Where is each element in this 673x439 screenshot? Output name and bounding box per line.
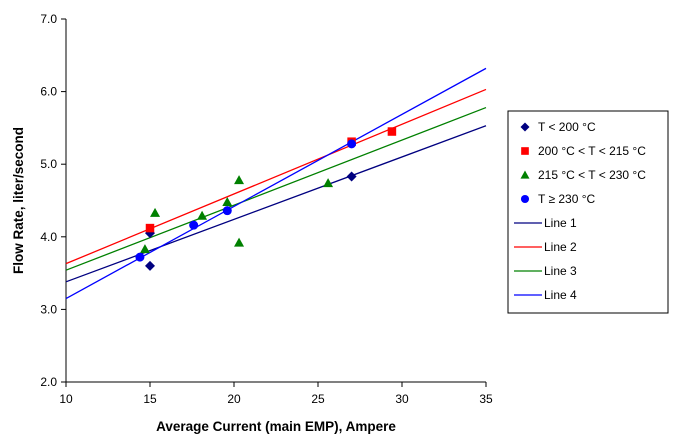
y-tick-label: 7.0 — [40, 12, 57, 26]
y-axis-title: Flow Rate, liter/second — [11, 127, 26, 274]
y-tick-label: 2.0 — [40, 375, 57, 389]
legend-square-marker — [521, 147, 529, 155]
y-tick-label: 3.0 — [40, 302, 57, 316]
square-point — [145, 223, 155, 233]
triangle-point — [323, 178, 334, 188]
legend-box — [507, 110, 669, 314]
circle-point — [135, 252, 145, 262]
legend: T < 200 °C 200 °C < T < 215 °C 215 °C < T … — [507, 110, 669, 314]
legend-diamond-marker — [520, 122, 530, 132]
legend-label: T ≥ 230 °C — [538, 192, 596, 206]
square-point — [387, 127, 397, 136]
legend-label: Line 4 — [544, 288, 577, 302]
y-tick-label: 4.0 — [40, 230, 57, 244]
x-ticks: 10 15 20 25 30 35 — [59, 382, 493, 406]
circle-point — [347, 139, 357, 149]
triangle-point — [139, 244, 150, 254]
x-tick-label: 25 — [311, 392, 325, 406]
legend-label: Line 1 — [544, 216, 577, 230]
legend-circle-marker — [520, 194, 530, 204]
x-tick-label: 10 — [59, 392, 73, 406]
fit-line-3 — [65, 106, 487, 271]
x-axis-title: Average Current (main EMP), Ampere — [156, 419, 396, 434]
diamond-point — [346, 171, 357, 182]
x-tick-label: 15 — [143, 392, 157, 406]
legend-label: T < 200 °C — [538, 120, 596, 134]
y-ticks: 2.0 3.0 4.0 5.0 6.0 7.0 — [40, 12, 66, 389]
x-tick-label: 30 — [395, 392, 409, 406]
markers — [135, 127, 397, 271]
triangle-point — [234, 175, 245, 185]
legend-triangle-marker — [520, 170, 530, 179]
x-tick-label: 35 — [479, 392, 493, 406]
fit-line-1 — [65, 125, 487, 283]
fit-line-4 — [65, 67, 487, 300]
legend-label: 215 °C < T < 230 °C — [538, 168, 646, 182]
triangle-point — [150, 207, 161, 217]
x-tick-label: 20 — [227, 392, 241, 406]
fit-line-2 — [65, 88, 487, 265]
triangle-point — [197, 210, 208, 220]
legend-label: 200 °C < T < 215 °C — [538, 144, 646, 158]
circle-point — [189, 220, 199, 230]
legend-label: Line 3 — [544, 264, 577, 278]
circle-point — [222, 206, 232, 216]
y-tick-label: 5.0 — [40, 157, 57, 171]
diamond-point — [145, 260, 155, 271]
plot-area — [65, 19, 486, 383]
legend-label: Line 2 — [544, 240, 577, 254]
triangle-point — [222, 196, 233, 206]
y-tick-label: 6.0 — [40, 85, 57, 99]
fit-lines — [65, 67, 487, 300]
triangle-point — [234, 237, 245, 247]
